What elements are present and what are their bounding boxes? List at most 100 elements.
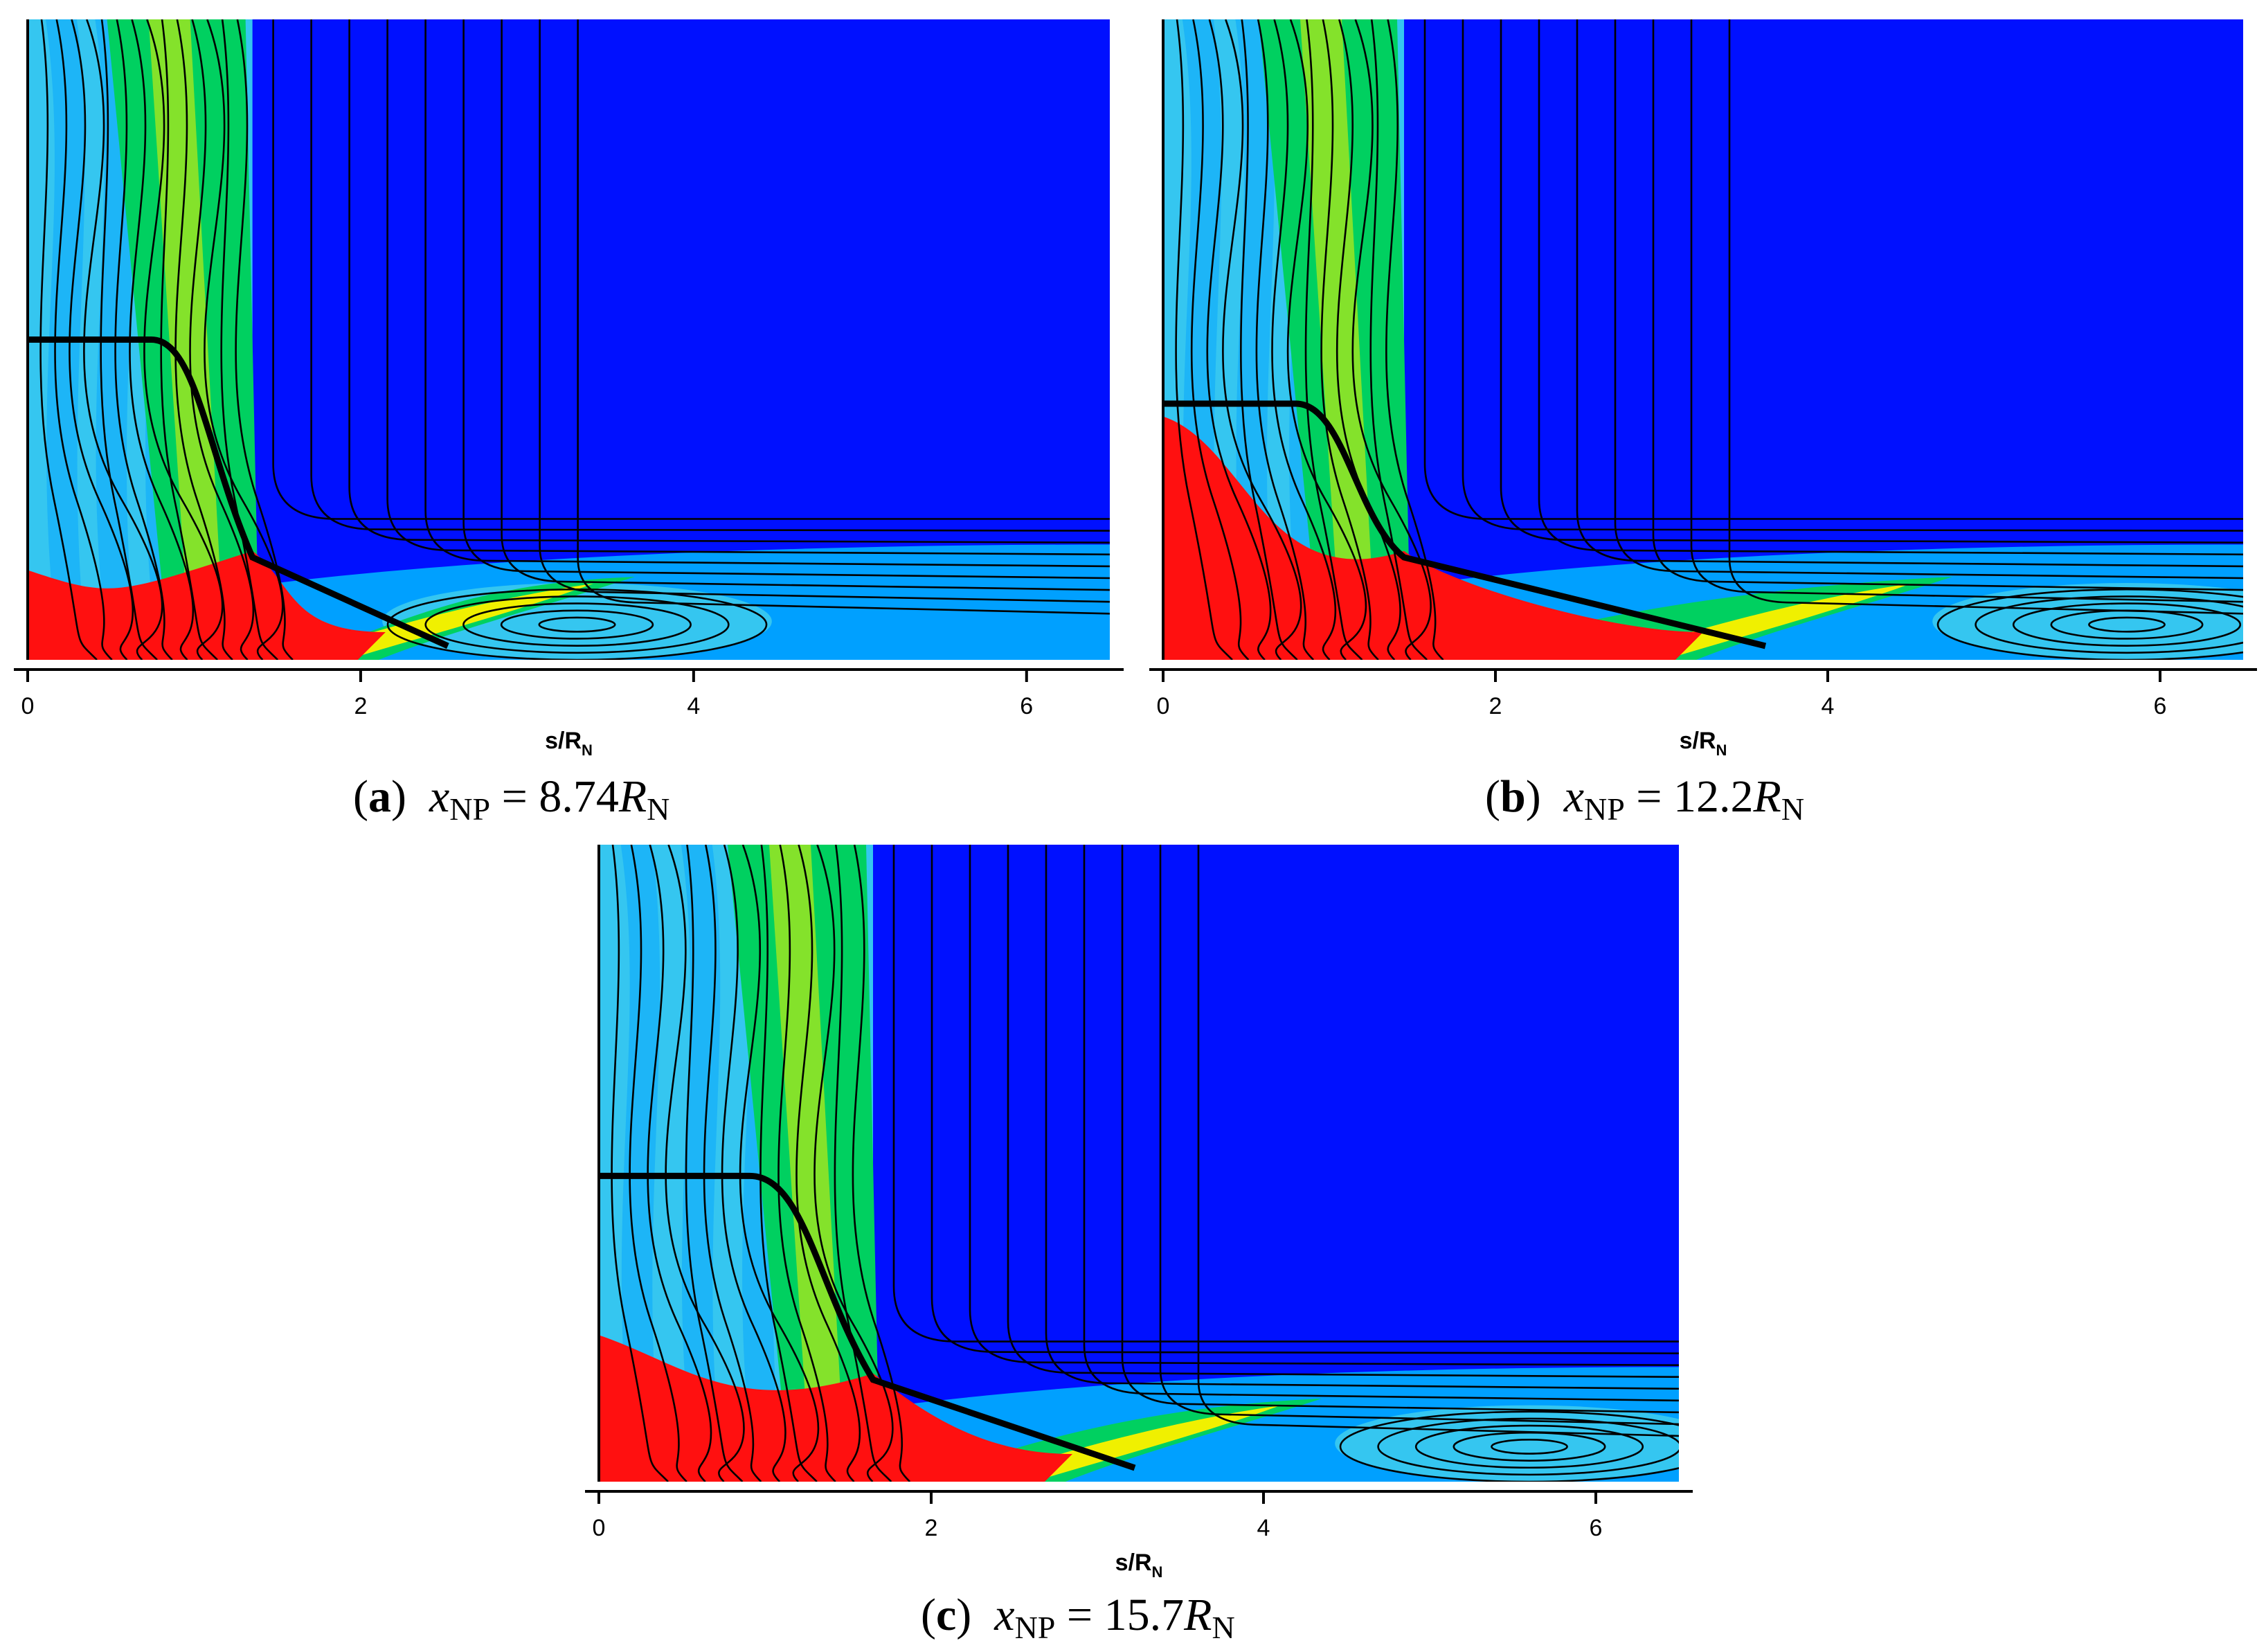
contour-line <box>629 845 687 1482</box>
contour-line <box>189 19 255 660</box>
caption-b: (b) xNP = 12.2RN <box>1485 771 1805 827</box>
panel-c: 0 2 4 6 s/RN (c) xNP = 15.7RN <box>568 838 1703 1652</box>
contour-loop <box>1975 595 2243 654</box>
contour-loop <box>500 609 654 640</box>
contour-loop <box>1453 1431 1606 1462</box>
x-tick-label: 4 <box>1822 693 1835 719</box>
contour-line <box>235 19 294 660</box>
contour-line <box>685 845 744 1482</box>
contour-loop <box>386 588 768 660</box>
contour-line <box>1320 19 1379 660</box>
contour-plot-b: 0 2 4 6 s/RN <box>1149 19 2257 759</box>
contour-loop <box>1936 588 2243 660</box>
contour-plot-c: 0 2 4 6 s/RN <box>585 845 1693 1581</box>
contour-lines <box>599 845 1679 1482</box>
contour-line <box>220 19 279 660</box>
contour-line <box>1304 19 1363 660</box>
contour-plot-a: 0 2 4 6 s/RN <box>14 19 1124 759</box>
embedded-shock-line <box>599 1172 1136 1471</box>
contour-loop <box>2012 602 2242 647</box>
contour-line <box>759 845 818 1482</box>
contour-line <box>813 845 894 1482</box>
embedded-shock-line <box>1163 400 1767 649</box>
contour-line <box>1240 19 1298 660</box>
x-axis <box>14 19 1124 671</box>
contour-line <box>1385 19 1444 660</box>
contour-line <box>1462 19 2243 532</box>
contour-loop <box>424 595 730 654</box>
x-axis-label: s/RN <box>1115 1550 1163 1581</box>
shear-layer-band <box>1003 1406 1280 1478</box>
contour-line <box>721 845 786 1482</box>
contour-line <box>143 19 224 660</box>
x-tick-label: 6 <box>1020 693 1033 719</box>
contour-line <box>1222 19 1302 660</box>
contour-loop <box>462 602 692 647</box>
x-tick-label: 2 <box>1489 693 1502 719</box>
hot-region <box>1163 416 1703 660</box>
contour-line <box>795 845 861 1482</box>
contour-line <box>129 19 195 660</box>
x-tick-label: 0 <box>21 693 35 719</box>
shock-front-core <box>1300 19 1376 660</box>
contour-line <box>69 19 134 660</box>
contour-line <box>1206 19 1272 660</box>
contour-line <box>647 845 712 1482</box>
contour-loop <box>538 616 616 633</box>
contour-line <box>1500 19 2243 544</box>
panel-b: 0 2 4 6 s/RN (b) xNP = 12.2RN <box>1135 0 2266 845</box>
contour-line <box>54 19 113 660</box>
contour-line <box>114 19 173 660</box>
contour-line <box>739 845 820 1482</box>
contour-line <box>892 845 1679 1343</box>
contour-loop <box>1339 1410 1679 1482</box>
x-tick-label: 0 <box>593 1515 606 1541</box>
contour-line <box>100 19 158 660</box>
contour-line <box>1351 19 1432 660</box>
contour-line <box>852 845 911 1482</box>
contour-line <box>1728 19 2243 615</box>
caption-a: (a) xNP = 8.74RN <box>353 771 670 827</box>
contour-loop <box>2088 616 2166 633</box>
x-tick-label: 0 <box>1157 693 1170 719</box>
contour-line <box>665 845 745 1482</box>
recirculation-bubble <box>1932 583 2243 660</box>
contour-line <box>611 845 669 1482</box>
recirculation-bubble <box>1335 1405 1679 1482</box>
x-axis-label: s/RN <box>1680 728 1727 759</box>
panel-a: 0 2 4 6 s/RN (a) xNP = 8.74RN <box>0 0 1135 845</box>
plot-area <box>1163 19 2243 660</box>
contour-loop <box>1491 1438 1568 1455</box>
contour-line <box>577 19 1110 615</box>
contour-loop <box>2050 609 2204 640</box>
contour-line <box>1271 19 1337 660</box>
contour-lines <box>28 19 1110 660</box>
contour-line <box>160 19 218 660</box>
x-tick-label: 2 <box>354 693 367 719</box>
contour-line <box>1197 845 1679 1437</box>
contour-line <box>310 19 1110 532</box>
contour-line <box>1286 19 1367 660</box>
contour-line <box>777 845 836 1482</box>
contour-line <box>930 845 1679 1354</box>
contour-line <box>1190 19 1250 660</box>
contour-line <box>703 845 762 1482</box>
x-tick-label: 4 <box>1257 1515 1270 1541</box>
contour-lines <box>1163 19 2243 660</box>
contour-line <box>174 19 233 660</box>
contour-line <box>1175 19 1233 660</box>
contour-loop <box>1377 1417 1679 1476</box>
x-tick-label: 4 <box>687 693 700 719</box>
contour-line <box>272 19 1110 520</box>
contour-line <box>1255 19 1315 660</box>
contour-line <box>1423 19 2243 520</box>
plot-area <box>599 845 1679 1482</box>
x-tick-label: 2 <box>925 1515 938 1541</box>
contour-line <box>348 19 1110 544</box>
x-axis <box>1149 19 2257 671</box>
x-tick-label: 6 <box>2154 693 2167 719</box>
contour-line <box>83 19 163 660</box>
x-axis-label: s/RN <box>545 728 593 759</box>
hot-region <box>599 1335 1072 1482</box>
contour-line <box>1336 19 1401 660</box>
